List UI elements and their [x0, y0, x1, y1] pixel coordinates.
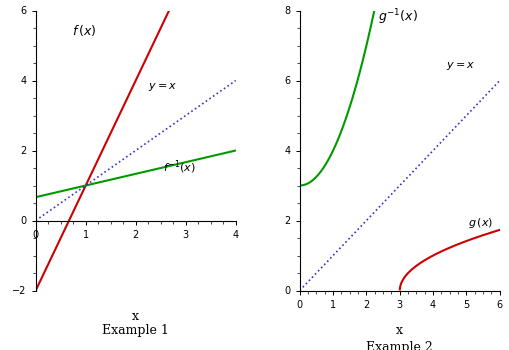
Text: $y = x$: $y = x$ — [148, 81, 177, 93]
Text: x: x — [395, 324, 403, 337]
Text: Example 1: Example 1 — [102, 324, 169, 337]
Text: $y = x$: $y = x$ — [445, 60, 475, 72]
Text: $f^{-1}(x)$: $f^{-1}(x)$ — [163, 158, 195, 176]
Text: $f\,(x)$: $f\,(x)$ — [72, 23, 96, 38]
Text: x: x — [132, 310, 139, 323]
Text: Example 2: Example 2 — [365, 341, 432, 350]
Text: $g\,(x)$: $g\,(x)$ — [467, 216, 492, 230]
Text: $g^{-1}(x)$: $g^{-1}(x)$ — [377, 7, 417, 27]
